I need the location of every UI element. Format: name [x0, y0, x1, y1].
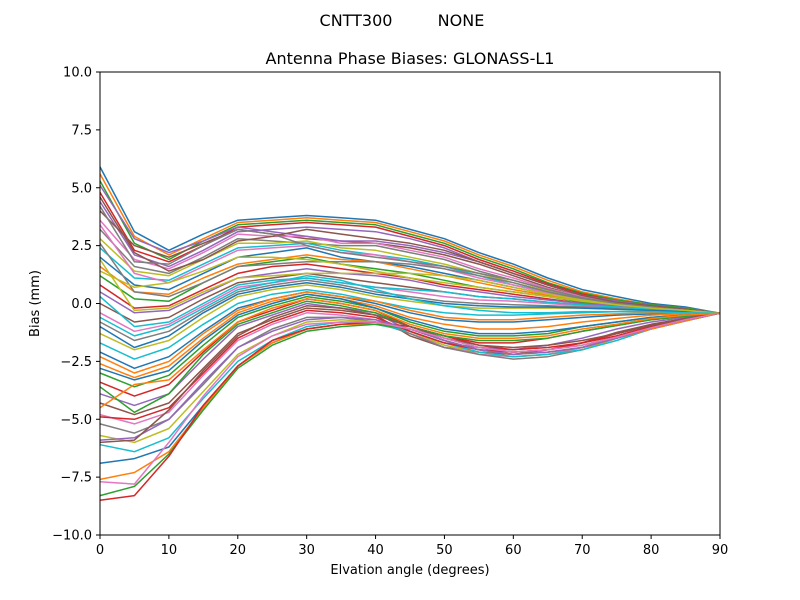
x-tick-label: 60	[505, 543, 522, 558]
series-line	[99, 312, 721, 485]
x-tick-label: 70	[574, 543, 591, 558]
series-line	[99, 291, 721, 370]
series-line	[99, 293, 721, 379]
series-line	[99, 312, 721, 497]
y-tick-label: −5.0	[60, 413, 92, 428]
x-axis-label: Elvation angle (degrees)	[330, 563, 489, 578]
suptitle-right: NONE	[438, 11, 485, 30]
series-line	[99, 298, 721, 409]
x-tick-label: 20	[230, 543, 247, 558]
series-line	[99, 184, 721, 314]
y-axis-label: Bias (mm)	[28, 270, 43, 337]
series-line	[99, 268, 721, 314]
series-line	[99, 307, 721, 416]
y-tick-label: 7.5	[71, 123, 92, 138]
y-tick-label: 2.5	[71, 239, 92, 254]
x-tick-label: 90	[712, 543, 729, 558]
series-line	[99, 196, 721, 314]
chart-title: Antenna Phase Biases: GLONASS-L1	[266, 49, 555, 68]
series-line	[99, 293, 721, 381]
y-tick-label: −10.0	[52, 529, 92, 544]
series-line	[99, 277, 721, 328]
suptitle-left: CNTT300	[320, 11, 393, 30]
series-line	[99, 305, 721, 444]
x-tick-label: 80	[643, 543, 660, 558]
plot-lines	[99, 166, 721, 502]
axis-ticks: 0 10 20 30 40 50 60 70 80 90 −10.0 −7.5 −5.0 −2.5 0.0 2…	[52, 66, 728, 559]
y-tick-label: −7.5	[60, 471, 92, 486]
y-tick-label: 0.0	[71, 297, 92, 312]
series-line	[99, 274, 721, 337]
x-tick-label: 40	[367, 543, 384, 558]
series-line	[99, 279, 721, 342]
series-line	[99, 166, 721, 314]
series-line	[99, 173, 721, 314]
x-tick-label: 30	[298, 543, 315, 558]
y-tick-label: −2.5	[60, 355, 92, 370]
y-tick-label: 5.0	[71, 181, 92, 196]
x-tick-label: 50	[436, 543, 453, 558]
series-line	[99, 256, 721, 314]
series-line	[99, 291, 721, 374]
x-tick-label: 0	[96, 543, 104, 558]
x-tick-label: 10	[161, 543, 178, 558]
series-line	[99, 205, 721, 314]
y-tick-label: 10.0	[63, 66, 92, 81]
